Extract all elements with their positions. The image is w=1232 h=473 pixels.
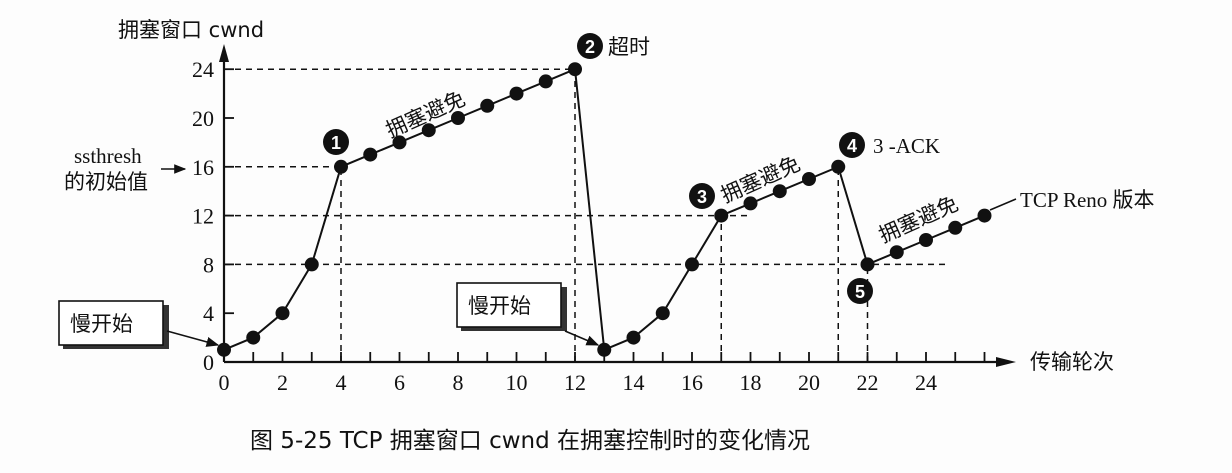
data-point bbox=[831, 159, 846, 174]
data-point bbox=[655, 306, 670, 321]
x-axis-arrow-icon bbox=[996, 357, 1016, 367]
x-axis-title: 传输轮次 bbox=[1030, 350, 1114, 374]
x-tick-label: 6 bbox=[394, 370, 405, 395]
svg-text:1: 1 bbox=[331, 133, 341, 153]
data-point bbox=[480, 98, 495, 113]
x-tick-label: 12 bbox=[564, 370, 586, 395]
y-ticks: 0 4 8 12 16 20 24 bbox=[192, 57, 234, 375]
cwnd-series bbox=[217, 62, 992, 357]
y-tick-label: 12 bbox=[192, 204, 214, 229]
cong-avoid-label-3: 拥塞避免 bbox=[875, 191, 961, 247]
data-point bbox=[334, 159, 348, 174]
y-axis-title: 拥塞窗口 cwnd bbox=[118, 18, 264, 42]
data-point bbox=[275, 306, 290, 321]
marker-4: 4 bbox=[839, 132, 865, 158]
data-point bbox=[392, 135, 407, 150]
x-tick-label: 10 bbox=[506, 370, 528, 395]
axes bbox=[219, 44, 1016, 367]
svg-text:2: 2 bbox=[585, 37, 595, 57]
svg-text:5: 5 bbox=[855, 282, 865, 302]
reno-label: TCP Reno 版本 bbox=[1020, 188, 1155, 212]
timeout-label: 超时 bbox=[608, 35, 650, 59]
data-point bbox=[626, 330, 641, 345]
x-tick-label: 16 bbox=[681, 370, 703, 395]
y-tick-label: 0 bbox=[203, 350, 214, 375]
x-tick-label: 20 bbox=[798, 370, 820, 395]
marker-5: 5 bbox=[847, 278, 873, 304]
data-point bbox=[217, 342, 231, 357]
data-point bbox=[421, 123, 436, 138]
data-point bbox=[802, 172, 816, 186]
data-point bbox=[743, 196, 758, 211]
x-tick-label: 22 bbox=[857, 370, 879, 395]
reference-dashed-lines bbox=[224, 68, 950, 362]
svg-text:慢开始: 慢开始 bbox=[70, 312, 133, 336]
x-tick-label: 0 bbox=[219, 370, 230, 395]
y-tick-label: 4 bbox=[203, 301, 214, 326]
y-tick-label: 24 bbox=[192, 57, 214, 82]
x-tick-label: 8 bbox=[453, 370, 464, 395]
three-ack-label: 3 -ACK bbox=[873, 134, 940, 158]
data-point bbox=[246, 330, 261, 345]
ssthresh-label-2: 的初始值 bbox=[64, 170, 148, 194]
data-point bbox=[889, 245, 904, 260]
y-axis-arrow-icon bbox=[219, 44, 229, 62]
x-tick-label: 14 bbox=[623, 370, 645, 395]
data-point bbox=[772, 184, 787, 199]
slow-start-box-2: 慢开始 bbox=[456, 282, 600, 346]
x-ticks: 0 2 4 6 8 10 12 14 16 18 20 22 24 bbox=[219, 352, 986, 395]
reno-pointer bbox=[989, 198, 1017, 211]
data-point bbox=[538, 74, 553, 89]
svg-text:慢开始: 慢开始 bbox=[468, 294, 531, 318]
svg-text:3: 3 bbox=[697, 187, 707, 207]
marker-2: 2 bbox=[577, 33, 603, 59]
x-tick-label: 4 bbox=[336, 370, 347, 395]
data-point bbox=[919, 233, 933, 247]
data-point bbox=[304, 257, 319, 272]
cwnd-line bbox=[223, 67, 985, 352]
data-point bbox=[363, 147, 378, 162]
x-tick-label: 18 bbox=[740, 370, 762, 395]
x-tick-label: 2 bbox=[277, 370, 288, 395]
marker-1: 1 bbox=[323, 129, 349, 155]
ssthresh-label: ssthresh bbox=[74, 144, 142, 168]
figure-caption: 图 5-25 TCP 拥塞窗口 cwnd 在拥塞控制时的变化情况 bbox=[250, 428, 810, 454]
data-point bbox=[568, 62, 582, 77]
svg-text:4: 4 bbox=[847, 136, 857, 156]
data-point bbox=[597, 342, 612, 357]
data-point bbox=[977, 208, 992, 223]
y-tick-label: 16 bbox=[192, 155, 214, 180]
y-tick-label: 20 bbox=[192, 106, 214, 131]
slow-start-box-1: 慢开始 bbox=[58, 300, 220, 349]
x-tick-label: 24 bbox=[915, 370, 937, 395]
data-point bbox=[948, 220, 963, 235]
data-point bbox=[714, 208, 729, 223]
data-point bbox=[860, 257, 875, 272]
data-point bbox=[451, 111, 465, 125]
y-tick-label: 8 bbox=[203, 252, 214, 277]
marker-3: 3 bbox=[689, 183, 715, 209]
data-point bbox=[509, 86, 524, 101]
data-point bbox=[685, 257, 699, 272]
